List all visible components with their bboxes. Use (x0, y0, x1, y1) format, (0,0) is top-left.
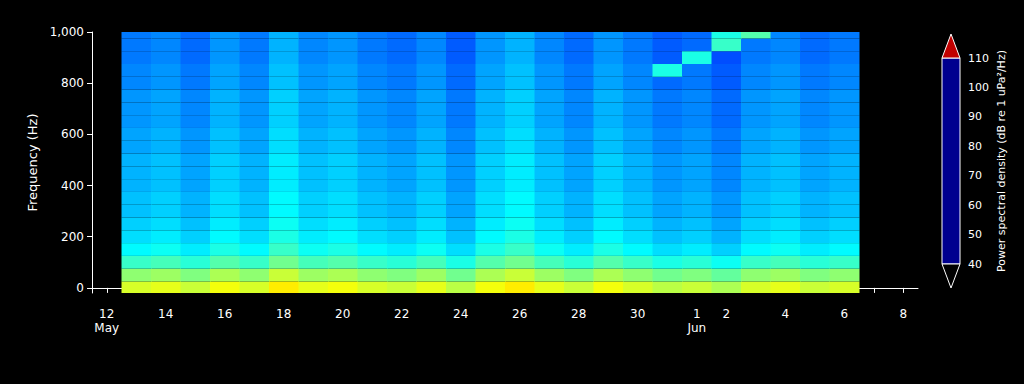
svg-text:1: 1 (693, 307, 701, 321)
svg-text:100: 100 (968, 81, 989, 94)
svg-text:200: 200 (61, 230, 84, 244)
svg-text:2: 2 (722, 307, 730, 321)
svg-text:80: 80 (968, 140, 982, 153)
svg-text:70: 70 (968, 169, 982, 182)
svg-text:20: 20 (335, 307, 350, 321)
svg-text:24: 24 (453, 307, 468, 321)
svg-text:50: 50 (968, 228, 982, 241)
svg-text:400: 400 (61, 179, 84, 193)
svg-text:18: 18 (276, 307, 291, 321)
svg-text:110: 110 (968, 52, 989, 65)
svg-text:22: 22 (394, 307, 409, 321)
svg-text:30: 30 (630, 307, 645, 321)
svg-text:8: 8 (899, 307, 907, 321)
svg-text:12: 12 (99, 307, 114, 321)
svg-text:Jun: Jun (686, 321, 706, 335)
svg-text:1,000: 1,000 (50, 25, 84, 39)
svg-text:600: 600 (61, 127, 84, 141)
svg-text:Frequency (Hz): Frequency (Hz) (25, 113, 40, 211)
svg-text:800: 800 (61, 76, 84, 90)
svg-text:0: 0 (76, 281, 84, 295)
svg-text:6: 6 (840, 307, 848, 321)
svg-text:60: 60 (968, 199, 982, 212)
svg-text:4: 4 (781, 307, 789, 321)
svg-text:28: 28 (571, 307, 586, 321)
svg-text:14: 14 (158, 307, 173, 321)
svg-text:May: May (94, 321, 119, 335)
svg-text:16: 16 (217, 307, 232, 321)
svg-text:90: 90 (968, 110, 982, 123)
svg-text:Power spectral density (dB re: Power spectral density (dB re 1 uPa²/Hz) (995, 50, 1008, 272)
svg-text:26: 26 (512, 307, 527, 321)
svg-text:40: 40 (968, 258, 982, 271)
